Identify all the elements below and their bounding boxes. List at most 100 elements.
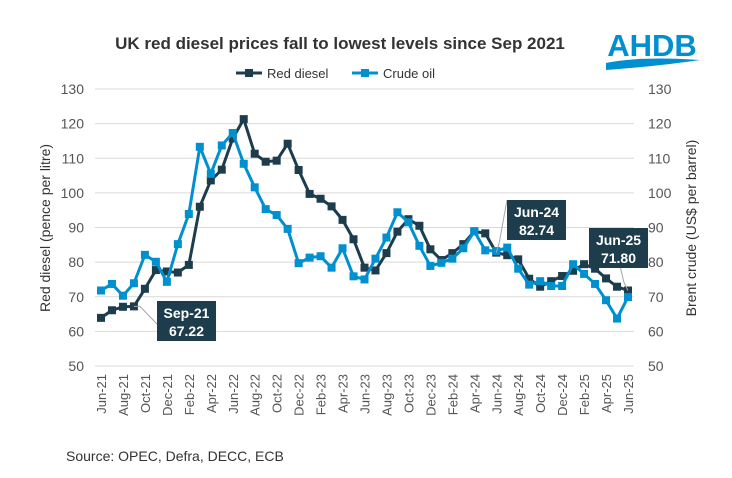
callout-box bbox=[589, 228, 648, 268]
data-point-crude-oil bbox=[261, 205, 270, 214]
data-point-crude-oil bbox=[162, 277, 171, 286]
data-point-crude-oil bbox=[283, 224, 292, 233]
legend-label-crude-oil: Crude oil bbox=[383, 66, 435, 81]
data-point-crude-oil bbox=[327, 263, 336, 272]
x-tick-label: Oct-22 bbox=[270, 374, 285, 413]
data-point-crude-oil bbox=[525, 280, 534, 289]
x-tick-label: Jun-23 bbox=[358, 374, 373, 414]
data-point-crude-oil bbox=[129, 279, 138, 288]
data-point-crude-oil bbox=[338, 244, 347, 253]
x-tick-label: Feb-23 bbox=[314, 374, 329, 415]
data-point-red-diesel bbox=[360, 263, 369, 272]
legend-item-red-diesel: Red diesel bbox=[236, 66, 329, 81]
x-tick-label: Aug-23 bbox=[379, 374, 394, 416]
x-tick-label: Dec-24 bbox=[555, 374, 570, 416]
x-tick-label: Apr-22 bbox=[204, 374, 219, 413]
data-point-red-diesel bbox=[316, 194, 325, 203]
y-tick-label-left: 110 bbox=[62, 150, 85, 166]
data-point-crude-oil bbox=[547, 282, 556, 291]
data-point-crude-oil bbox=[360, 275, 369, 284]
data-point-red-diesel bbox=[195, 202, 204, 211]
x-tick-label: Jun-22 bbox=[226, 374, 241, 414]
data-point-red-diesel bbox=[514, 255, 523, 264]
x-tick-label: Oct-24 bbox=[533, 374, 548, 413]
data-point-red-diesel bbox=[97, 313, 105, 322]
callout-date: Jun-25 bbox=[596, 232, 641, 248]
data-point-red-diesel bbox=[448, 249, 457, 258]
y-tick-label-right: 70 bbox=[648, 289, 664, 305]
data-point-crude-oil bbox=[426, 261, 435, 270]
y-tick-label-right: 110 bbox=[648, 150, 671, 166]
data-point-crude-oil bbox=[448, 254, 457, 263]
data-point-crude-oil bbox=[316, 252, 325, 261]
data-point-crude-oil bbox=[140, 250, 149, 259]
callout-jun-25: Jun-25 71.80 bbox=[589, 228, 648, 291]
data-point-crude-oil bbox=[470, 227, 479, 236]
data-point-crude-oil bbox=[459, 244, 468, 253]
data-point-crude-oil bbox=[305, 253, 314, 262]
data-point-red-diesel bbox=[107, 306, 116, 315]
data-point-crude-oil bbox=[239, 159, 248, 168]
data-point-crude-oil bbox=[393, 208, 402, 217]
data-point-red-diesel bbox=[206, 176, 215, 185]
data-point-crude-oil bbox=[602, 296, 611, 305]
legend-label-red-diesel: Red diesel bbox=[267, 66, 329, 81]
x-tick-label: Apr-23 bbox=[336, 374, 351, 413]
y-tick-label-left: 120 bbox=[61, 116, 85, 132]
data-point-red-diesel bbox=[393, 227, 402, 236]
y-tick-label-right: 90 bbox=[648, 220, 664, 236]
data-point-red-diesel bbox=[525, 274, 534, 283]
x-tick-label: Dec-21 bbox=[160, 374, 175, 416]
callout-date: Jun-24 bbox=[514, 204, 559, 220]
data-point-red-diesel bbox=[382, 249, 391, 258]
callout-leader-line bbox=[618, 261, 629, 291]
data-point-crude-oil bbox=[404, 218, 413, 227]
data-point-crude-oil bbox=[118, 291, 127, 300]
callout-box bbox=[157, 301, 216, 341]
callout-box bbox=[507, 200, 566, 240]
data-point-red-diesel bbox=[613, 282, 622, 291]
data-point-crude-oil bbox=[481, 246, 490, 255]
x-tick-label: Jun-21 bbox=[94, 374, 109, 414]
callout-value: 82.74 bbox=[519, 222, 554, 238]
data-point-crude-oil bbox=[371, 254, 380, 263]
data-point-crude-oil bbox=[107, 279, 116, 288]
data-point-red-diesel bbox=[503, 251, 512, 260]
y-tick-label-right: 120 bbox=[648, 116, 672, 132]
y-tick-label-left: 130 bbox=[61, 81, 85, 97]
data-point-red-diesel bbox=[536, 282, 545, 291]
data-point-crude-oil bbox=[250, 183, 259, 192]
data-point-crude-oil bbox=[97, 286, 105, 295]
data-point-crude-oil bbox=[195, 142, 204, 151]
data-point-red-diesel bbox=[173, 268, 182, 277]
ahdb-logo: AHDB bbox=[606, 28, 700, 70]
callout-date: Sep-21 bbox=[164, 305, 210, 321]
source-note: Source: OPEC, Defra, DECC, ECB bbox=[66, 448, 284, 464]
data-point-crude-oil bbox=[437, 258, 446, 267]
data-point-red-diesel bbox=[547, 277, 556, 286]
callout-leader-line bbox=[495, 199, 508, 253]
x-tick-label: Aug-22 bbox=[248, 374, 263, 416]
data-point-crude-oil bbox=[613, 314, 622, 323]
data-point-red-diesel bbox=[184, 260, 193, 269]
y-tick-label-right: 60 bbox=[648, 323, 664, 339]
data-point-red-diesel bbox=[602, 274, 611, 283]
data-point-crude-oil bbox=[514, 264, 523, 273]
x-tick-label: Aug-21 bbox=[116, 374, 131, 416]
chart-title: UK red diesel prices fall to lowest leve… bbox=[115, 34, 565, 53]
data-point-red-diesel bbox=[294, 166, 303, 175]
data-point-red-diesel bbox=[140, 284, 149, 293]
callout-leader-line bbox=[133, 305, 158, 325]
data-point-red-diesel bbox=[239, 115, 248, 124]
series-crude-oil bbox=[97, 128, 632, 323]
y-tick-label-left: 60 bbox=[68, 323, 84, 339]
data-point-crude-oil bbox=[272, 211, 281, 220]
y-tick-label-right: 100 bbox=[648, 185, 672, 201]
data-point-crude-oil bbox=[151, 257, 160, 266]
data-point-red-diesel bbox=[569, 266, 578, 275]
y-axis-right-title: Brent crude (US$ per barrel) bbox=[683, 140, 699, 317]
legend: Red diesel Crude oil bbox=[236, 66, 435, 81]
data-point-red-diesel bbox=[558, 271, 567, 280]
